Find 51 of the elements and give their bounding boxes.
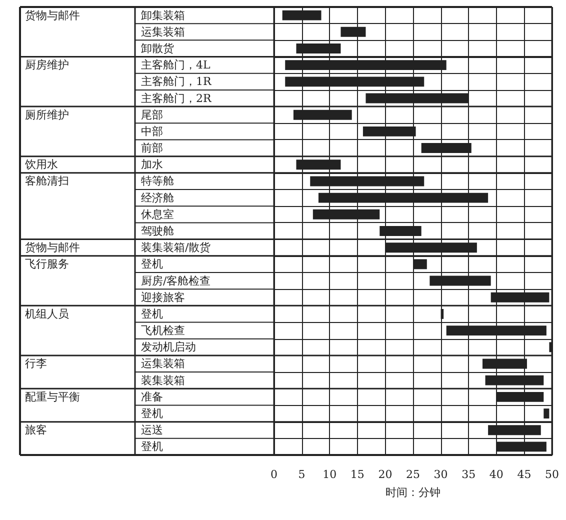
y-tick-label: 厨房/客舱检查 bbox=[141, 274, 211, 288]
y-tick-label: 飞机检查 bbox=[141, 324, 185, 338]
x-tick-label: 15 bbox=[350, 468, 364, 481]
y-tick-label: 主客舱门，1R bbox=[141, 75, 212, 88]
y-tick-label: 运集装箱 bbox=[141, 25, 185, 38]
y-tick-label: 登机 bbox=[141, 258, 163, 271]
y-tick-label: 尾部 bbox=[141, 108, 163, 122]
y-tick-label: 休息室 bbox=[141, 208, 174, 221]
y-tick-label: 卸散货 bbox=[141, 42, 174, 55]
y2-tick-label: 货物与邮件 bbox=[25, 8, 80, 22]
x-tick-label: 50 bbox=[545, 468, 559, 481]
x-tick-label: 20 bbox=[378, 468, 392, 481]
y-tick-label: 运集装箱 bbox=[141, 357, 185, 370]
bar bbox=[544, 408, 550, 418]
x-tick-label: 45 bbox=[517, 468, 532, 481]
y-tick-label: 登机 bbox=[141, 407, 163, 420]
y-tick-label: 准备 bbox=[141, 390, 163, 404]
y2-tick-label: 货物与邮件 bbox=[25, 241, 80, 254]
x-tick-label: 35 bbox=[462, 468, 476, 481]
y-tick-label: 发动机启动 bbox=[141, 340, 196, 354]
y-tick-label: 登机 bbox=[141, 307, 163, 320]
y-tick-label: 中部 bbox=[141, 124, 163, 138]
x-tick-label: 40 bbox=[489, 468, 504, 481]
y-tick-label: 登机 bbox=[141, 440, 163, 454]
y-tick-label: 装集装箱 bbox=[141, 374, 185, 387]
y-tick-label: 运送 bbox=[141, 424, 163, 437]
x-tick-label: 5 bbox=[298, 468, 306, 481]
y-tick-label: 特等舱 bbox=[141, 174, 174, 188]
x-tick-label: 10 bbox=[322, 468, 337, 481]
y2-tick-label: 行李 bbox=[25, 357, 47, 370]
y-tick-label: 装集装箱/散货 bbox=[141, 241, 211, 254]
y2-tick-label: 旅客 bbox=[25, 424, 47, 437]
y2-tick-label: 飞行服务 bbox=[25, 258, 69, 271]
y2-tick-label: 配重与平衡 bbox=[25, 390, 80, 404]
y-tick-label: 主客舱门，2R bbox=[141, 92, 212, 105]
x-tick-label: 30 bbox=[434, 468, 448, 481]
y-tick-label: 前部 bbox=[141, 142, 163, 155]
y-tick-label: 主客舱门，4L bbox=[141, 58, 211, 72]
y-tick-label: 加水 bbox=[141, 158, 163, 172]
y2-tick-label: 机组人员 bbox=[25, 307, 69, 320]
x-axis-title: 时间：分钟 bbox=[386, 486, 440, 499]
y2-tick-label: 厕所维护 bbox=[25, 108, 69, 122]
y2-tick-label: 客舱清扫 bbox=[25, 174, 69, 188]
y2-tick-label: 饮用水 bbox=[24, 158, 58, 172]
y-tick-label: 经济舱 bbox=[141, 191, 174, 204]
x-tick-label: 0 bbox=[270, 468, 278, 481]
y-tick-label: 驾驶舱 bbox=[141, 224, 174, 238]
y-tick-label: 迎接旅客 bbox=[141, 290, 185, 304]
y2-tick-label: 厨房维护 bbox=[25, 58, 69, 72]
x-tick-label: 25 bbox=[406, 468, 420, 481]
y-tick-label: 卸集装箱 bbox=[141, 8, 185, 22]
